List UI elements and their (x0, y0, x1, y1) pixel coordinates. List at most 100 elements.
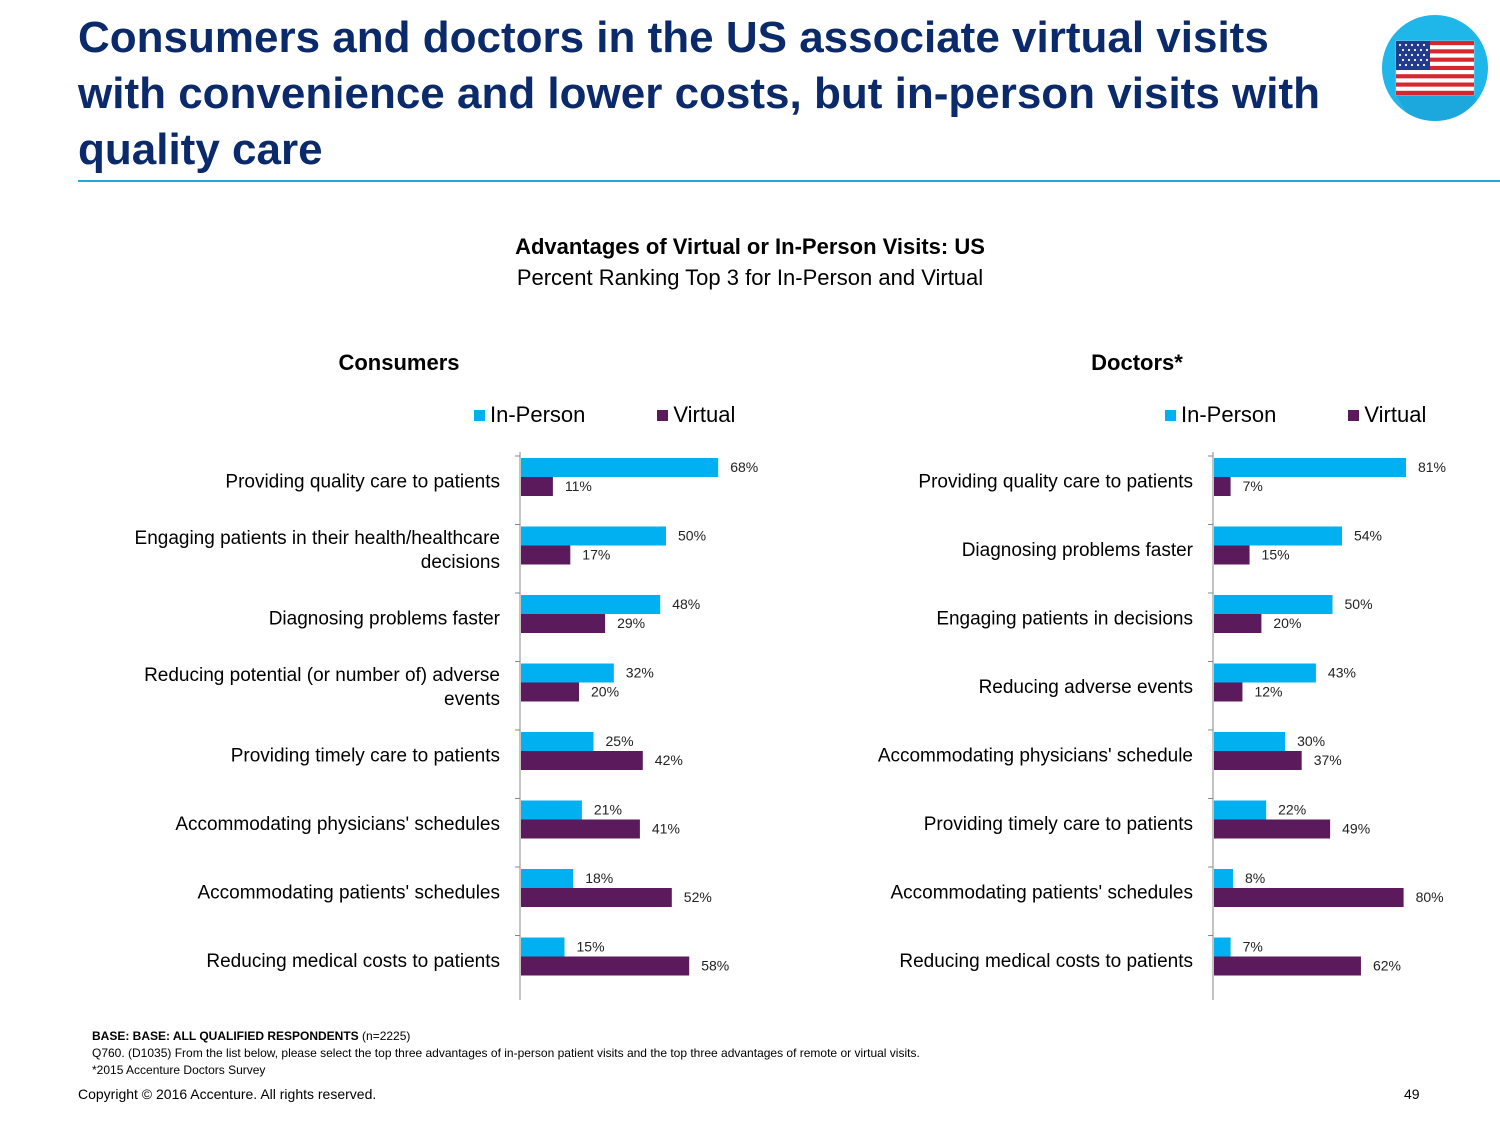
bar-in-person (1214, 937, 1231, 957)
data-label: 52% (684, 889, 712, 905)
bar-virtual (1214, 751, 1302, 770)
category-label-line: Providing quality care to patients (918, 471, 1193, 492)
data-label: 22% (1278, 802, 1306, 818)
legend-item-in-person: In-Person (1165, 402, 1276, 428)
category-label-line: Reducing potential (or number of) advers… (144, 665, 500, 686)
bar-virtual (1214, 614, 1262, 633)
legend-label-virtual: Virtual (1364, 402, 1427, 427)
data-label: 37% (1314, 752, 1342, 768)
legend-swatch-in-person (474, 409, 485, 421)
doctors-bar-chart: Providing quality care to patients 81% 7% D… (878, 452, 1446, 1000)
consumers-legend: In-Person Virtual (474, 402, 735, 428)
bar-in-person (1214, 732, 1286, 751)
data-label: 7% (1243, 478, 1263, 494)
bar-in-person (521, 458, 719, 477)
bar-in-person (1214, 663, 1316, 683)
legend-label-in-person: In-Person (1181, 402, 1277, 427)
bar-virtual (1214, 819, 1331, 839)
data-label: 15% (1262, 547, 1290, 563)
data-label: 49% (1342, 821, 1370, 837)
category-label: Engaging patients in decisions (936, 608, 1193, 629)
bar-in-person (521, 595, 661, 614)
bar-in-person (1214, 800, 1267, 820)
category-label-line: Accommodating physicians' schedule (878, 745, 1193, 766)
category-label: Providing timely care to patients (924, 814, 1193, 835)
bar-virtual (1214, 888, 1404, 907)
bar-virtual (521, 956, 690, 976)
data-label: 17% (582, 547, 610, 563)
footnote-base-n: (n=2225) (362, 1029, 411, 1043)
legend-label-virtual: Virtual (673, 402, 736, 427)
category-label: Accommodating physicians' schedule (878, 745, 1193, 766)
category-label: Reducing medical costs to patients (899, 951, 1193, 972)
category-label-line: Providing timely care to patients (924, 814, 1193, 835)
category-label-line: Reducing adverse events (979, 677, 1193, 698)
legend-item-in-person: In-Person (474, 402, 585, 428)
data-label: 48% (672, 596, 700, 612)
data-label: 7% (1243, 939, 1263, 955)
legend-swatch-in-person (1165, 409, 1176, 421)
category-label-line: Engaging patients in their health/health… (135, 528, 500, 549)
category-label-line: Providing quality care to patients (225, 471, 500, 492)
data-label: 11% (565, 478, 592, 494)
legend-swatch-virtual (1348, 409, 1360, 421)
slide-title: Consumers and doctors in the US associat… (78, 13, 1320, 174)
category-label: Accommodating patients' schedules (197, 882, 500, 903)
category-label: Diagnosing problems faster (269, 608, 501, 629)
category-label: Providing timely care to patients (231, 745, 500, 766)
bar-virtual (521, 477, 553, 496)
data-label: 41% (652, 821, 680, 837)
footnote-question: Q760. (D1035) From the list below, pleas… (92, 1046, 920, 1060)
bar-in-person (521, 526, 666, 546)
title-divider (78, 180, 1500, 182)
category-label-line: Providing timely care to patients (231, 745, 500, 766)
chart-title: Advantages of Virtual or In-Person Visit… (515, 234, 985, 259)
bar-virtual (1214, 477, 1231, 496)
legend-swatch-virtual (657, 409, 669, 421)
footnote-base: BASE: BASE: ALL QUALIFIED RESPONDENTS (n… (92, 1028, 920, 1045)
data-label: 25% (606, 733, 634, 749)
data-label: 32% (626, 665, 654, 681)
data-label: 20% (591, 684, 619, 700)
chart-subtitle: Percent Ranking Top 3 for In-Person and … (516, 265, 984, 290)
bar-in-person (521, 869, 574, 888)
bar-in-person (521, 800, 582, 820)
footnote-source: *2015 Accenture Doctors Survey (92, 1063, 266, 1077)
data-label: 15% (577, 939, 605, 955)
data-label: 18% (585, 870, 613, 886)
legend-item-virtual: Virtual (657, 402, 735, 428)
category-label: Reducing adverse events (979, 677, 1193, 698)
data-label: 62% (1373, 958, 1401, 974)
data-label: 21% (594, 802, 622, 818)
bar-in-person (1214, 526, 1342, 546)
data-label: 68% (730, 459, 758, 475)
bar-in-person (1214, 595, 1333, 614)
category-label-line: Accommodating patients' schedules (890, 882, 1193, 903)
data-label: 8% (1245, 870, 1265, 886)
category-label-line: decisions (421, 552, 500, 573)
category-label: Accommodating patients' schedules (890, 882, 1193, 903)
bar-virtual (521, 751, 643, 770)
data-label: 29% (617, 615, 645, 631)
bar-in-person (521, 663, 614, 683)
bar-virtual (1214, 545, 1250, 565)
category-label: Engaging patients in their health/health… (135, 528, 500, 573)
category-label: Providing quality care to patients (225, 471, 500, 492)
copyright-text: Copyright © 2016 Accenture. All rights r… (78, 1086, 377, 1102)
category-label-line: Accommodating physicians' schedules (175, 814, 500, 835)
data-label: 80% (1416, 889, 1444, 905)
legend-item-virtual: Virtual (1348, 402, 1426, 428)
footnotes: BASE: BASE: ALL QUALIFIED RESPONDENTS (n… (92, 1028, 920, 1079)
bar-in-person (1214, 869, 1233, 888)
category-label-line: Reducing medical costs to patients (899, 951, 1193, 972)
us-flag-icon (1382, 15, 1488, 121)
category-label-line: Diagnosing problems faster (962, 540, 1194, 561)
doctors-legend: In-Person Virtual (1165, 402, 1426, 428)
data-label: 58% (701, 958, 729, 974)
category-label-line: events (444, 689, 500, 710)
category-label-line: Accommodating patients' schedules (197, 882, 500, 903)
category-label: Diagnosing problems faster (962, 540, 1194, 561)
category-label: Providing quality care to patients (918, 471, 1193, 492)
category-label-line: Engaging patients in decisions (936, 608, 1193, 629)
bar-virtual (1214, 682, 1243, 702)
